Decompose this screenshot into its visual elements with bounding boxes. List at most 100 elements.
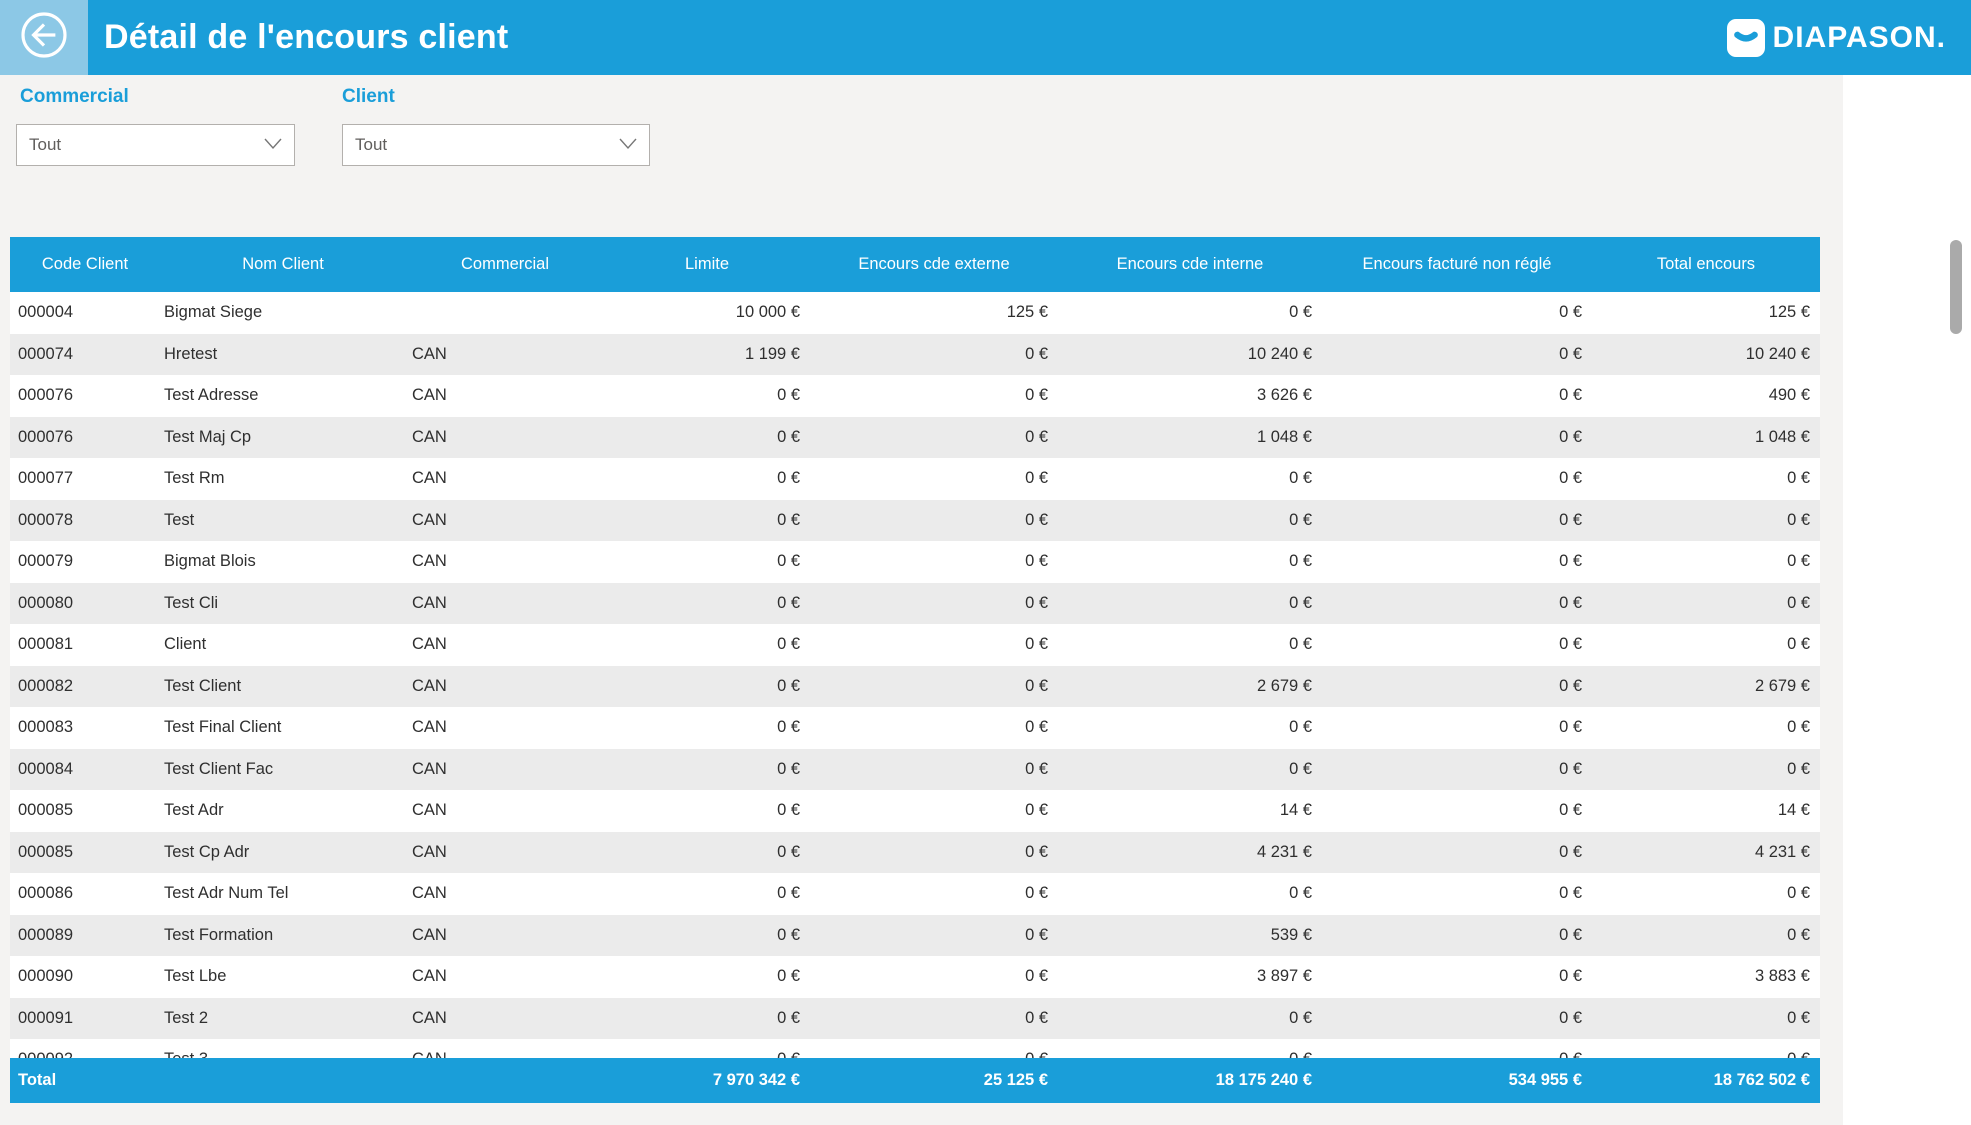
table-cell: 0 € bbox=[604, 1039, 810, 1058]
table-row[interactable]: 000081 Client CAN 0 € 0 € 0 € 0 € 0 € bbox=[10, 624, 1820, 666]
table-row[interactable]: 000086 Test Adr Num Tel CAN 0 € 0 € 0 € 0 € 0 € bbox=[10, 873, 1820, 915]
table-row[interactable]: 000084 Test Client Fac CAN 0 € 0 € 0 € 0 € 0 € bbox=[10, 748, 1820, 790]
chevron-down-icon bbox=[619, 135, 637, 155]
table-cell: 0 € bbox=[1559, 842, 1582, 861]
table-cell: 000085 bbox=[18, 842, 74, 861]
table-row[interactable]: 000078 Test CAN 0 € 0 € 0 € 0 € 0 € bbox=[10, 499, 1820, 541]
table-cell: Test Cp Adr bbox=[164, 842, 250, 861]
table-cell: 1 048 € bbox=[1256, 427, 1312, 446]
table-cell: 0 € bbox=[1559, 386, 1582, 405]
column-header[interactable]: Nom Client bbox=[242, 255, 324, 273]
table-cell: 0 € bbox=[777, 1008, 800, 1027]
page-title: Détail de l'encours client bbox=[104, 18, 509, 56]
table-cell: 14 € bbox=[1777, 801, 1810, 820]
column-header[interactable]: Limite bbox=[684, 255, 729, 273]
table-row[interactable]: 000085 Test Cp Adr CAN 0 € 0 € 4 231 € 0 € 4 23… bbox=[10, 831, 1820, 873]
table-cell: 0 € bbox=[1025, 386, 1048, 405]
table-cell: CAN bbox=[412, 842, 447, 861]
table-cell: 0 € bbox=[1058, 1039, 1322, 1058]
table-row[interactable]: 000089 Test Formation CAN 0 € 0 € 539 € 0 € 0 € bbox=[10, 914, 1820, 956]
table-cell: Test Adresse bbox=[164, 386, 259, 405]
column-header[interactable]: Commercial bbox=[460, 255, 549, 273]
table-cell: 0 € bbox=[1025, 718, 1048, 737]
filter-commercial-dropdown[interactable]: Tout bbox=[16, 124, 295, 166]
table-row[interactable]: 000090 Test Lbe CAN 0 € 0 € 3 897 € 0 € 3 883 € bbox=[10, 956, 1820, 998]
table-cell: 000076 bbox=[18, 386, 74, 405]
table-cell: 0 € bbox=[1025, 801, 1048, 820]
table-cell: CAN bbox=[412, 593, 447, 612]
total-cell: Total bbox=[18, 1071, 57, 1089]
table-cell: 14 € bbox=[1279, 801, 1312, 820]
table-row[interactable]: 000085 Test Adr CAN 0 € 0 € 14 € 0 € 14 € bbox=[10, 790, 1820, 832]
table-cell: 0 € bbox=[1025, 635, 1048, 654]
column-header[interactable]: Total encours bbox=[1656, 255, 1756, 273]
table-cell: Test Adr bbox=[164, 801, 224, 820]
table-cell: 0 € bbox=[1025, 593, 1048, 612]
table-cell: CAN bbox=[412, 469, 447, 488]
table-cell: 4 231 € bbox=[1256, 842, 1312, 861]
column-header[interactable]: Encours cde interne bbox=[1116, 255, 1264, 273]
vertical-scrollbar-thumb[interactable] bbox=[1950, 240, 1962, 334]
table-cell: 000083 bbox=[18, 718, 74, 737]
table-row[interactable]: 000079 Bigmat Blois CAN 0 € 0 € 0 € 0 € 0 € bbox=[10, 541, 1820, 583]
table-cell: 0 € bbox=[777, 552, 800, 571]
table-cell: 0 € bbox=[1559, 676, 1582, 695]
table-row[interactable]: 000083 Test Final Client CAN 0 € 0 € 0 € 0 € 0 … bbox=[10, 707, 1820, 749]
table-cell: 10 240 € bbox=[1745, 344, 1810, 363]
table-cell: 0 € bbox=[1025, 884, 1048, 903]
table-row[interactable]: 000074 Hretest CAN 1 199 € 0 € 10 240 € 0 € 10 … bbox=[10, 333, 1820, 375]
total-cell: 18 762 502 € bbox=[1713, 1071, 1810, 1089]
table-cell: 4 231 € bbox=[1754, 842, 1810, 861]
table-cell: 0 € bbox=[1559, 801, 1582, 820]
column-header[interactable]: Encours facturé non réglé bbox=[1362, 255, 1552, 273]
table-cell: 0 € bbox=[1787, 635, 1810, 654]
table-cell: 0 € bbox=[1289, 1008, 1312, 1027]
table-cell: 0 € bbox=[1289, 759, 1312, 778]
table-cell: CAN bbox=[412, 386, 447, 405]
diapason-logo-icon bbox=[1726, 18, 1765, 57]
table-cell: 0 € bbox=[1025, 1008, 1048, 1027]
table-cell: 000004 bbox=[18, 303, 74, 322]
table-row[interactable]: 000004 Bigmat Siege 10 000 € 125 € 0 € 0 € 125… bbox=[10, 292, 1820, 334]
table-row[interactable]: 000080 Test Cli CAN 0 € 0 € 0 € 0 € 0 € bbox=[10, 582, 1820, 624]
column-header[interactable]: Encours cde externe bbox=[858, 255, 1010, 273]
column-header[interactable]: Code Client bbox=[41, 255, 129, 273]
table-cell: 0 € bbox=[1289, 635, 1312, 654]
table-cell: Test 3 bbox=[160, 1039, 406, 1058]
table-row[interactable]: 000082 Test Client CAN 0 € 0 € 2 679 € 0 € 2 67… bbox=[10, 665, 1820, 707]
table-cell: 2 679 € bbox=[1754, 676, 1810, 695]
table-cell: 125 € bbox=[1768, 303, 1810, 322]
table-cell: 000086 bbox=[18, 884, 74, 903]
table-cell: 000076 bbox=[18, 427, 74, 446]
table-cell: 000082 bbox=[18, 676, 74, 695]
table-cell: CAN bbox=[412, 344, 447, 363]
table-row[interactable]: 000091 Test 2 CAN 0 € 0 € 0 € 0 € 0 € bbox=[10, 997, 1820, 1039]
table-cell: 0 € bbox=[777, 801, 800, 820]
table-cell: Hretest bbox=[164, 344, 218, 363]
table-row[interactable]: 000076 Test Maj Cp CAN 0 € 0 € 1 048 € 0 € 1 04… bbox=[10, 416, 1820, 458]
table-row[interactable]: 000076 Test Adresse CAN 0 € 0 € 3 626 € 0 € 490… bbox=[10, 375, 1820, 417]
total-cell: 534 955 € bbox=[1508, 1071, 1582, 1089]
table-cell: CAN bbox=[412, 801, 447, 820]
table-cell: 490 € bbox=[1768, 386, 1810, 405]
filter-client-dropdown[interactable]: Tout bbox=[342, 124, 650, 166]
table-cell: 0 € bbox=[1592, 1039, 1820, 1058]
table-row[interactable]: 000092Test 3CAN0 €0 €0 €0 €0 € bbox=[10, 1039, 1820, 1058]
table-cell: 10 000 € bbox=[735, 303, 800, 322]
table-cell: 000089 bbox=[18, 925, 74, 944]
filter-commercial: Commercial bbox=[20, 86, 129, 108]
total-cell bbox=[406, 1058, 604, 1103]
table-cell: 0 € bbox=[1559, 759, 1582, 778]
table-cell: 0 € bbox=[1559, 967, 1582, 986]
table-cell: 0 € bbox=[1289, 718, 1312, 737]
table-cell: 0 € bbox=[1025, 552, 1048, 571]
table-cell: CAN bbox=[412, 552, 447, 571]
table-cell: CAN bbox=[412, 510, 447, 529]
back-button[interactable] bbox=[0, 0, 88, 75]
table-row[interactable]: 000077 Test Rm CAN 0 € 0 € 0 € 0 € 0 € bbox=[10, 458, 1820, 500]
table-cell: 0 € bbox=[1025, 469, 1048, 488]
table-cell: 0 € bbox=[1559, 469, 1582, 488]
table-cell: CAN bbox=[412, 759, 447, 778]
table-cell: 000085 bbox=[18, 801, 74, 820]
title-bar: Détail de l'encours client DIAPASON. bbox=[0, 0, 1971, 75]
